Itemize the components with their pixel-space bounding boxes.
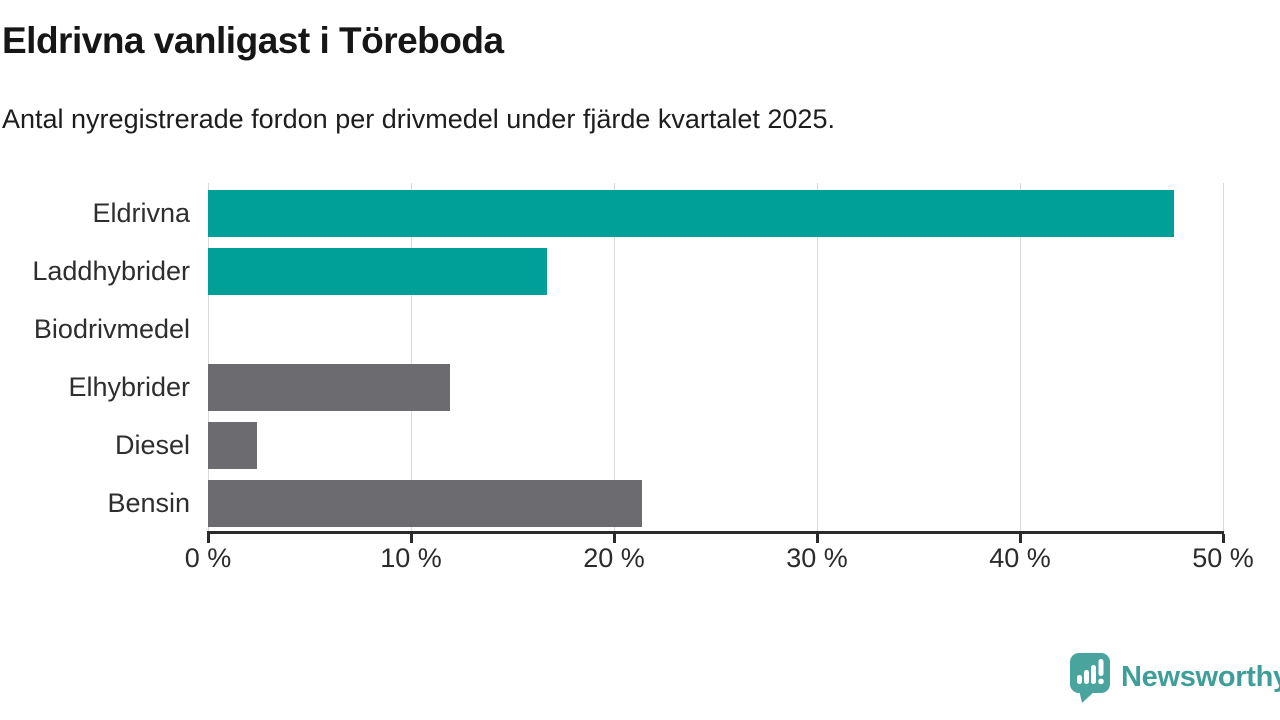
x-tick-label: 30 % — [786, 543, 848, 573]
category-label: Diesel — [114, 430, 190, 460]
bar-chart-plot-area: 0 % 10 % 20 % 30 % 40 % 50 % — [185, 183, 1254, 573]
bar — [208, 422, 257, 469]
x-tick — [206, 534, 210, 543]
x-tick — [1221, 534, 1225, 543]
page-subtitle: Antal nyregistrerade fordon per drivmede… — [2, 104, 835, 134]
category-label: Laddhybrider — [32, 256, 190, 286]
x-tick — [815, 534, 819, 543]
category-label: Eldrivna — [92, 198, 190, 228]
gridline — [613, 183, 615, 531]
category-label: Biodrivmedel — [33, 314, 190, 344]
brand-name: Newsworthy — [1121, 660, 1280, 693]
x-tick-label: 40 % — [989, 543, 1051, 573]
x-tick-label: 50 % — [1192, 543, 1254, 573]
x-tick-label: 20 % — [583, 543, 645, 573]
x-axis-line — [207, 531, 1224, 534]
gridline — [816, 183, 818, 531]
x-tick-label: 0 % — [184, 543, 232, 573]
newsworthy-logo-icon — [1070, 653, 1110, 703]
gridline — [1019, 183, 1021, 531]
x-tick — [1018, 534, 1022, 543]
x-tick-label: 10 % — [380, 543, 442, 573]
gridline — [410, 183, 412, 531]
bar — [208, 248, 547, 295]
gridline — [1222, 183, 1224, 531]
page-title: Eldrivna vanligast i Töreboda — [2, 20, 504, 61]
gridline — [207, 183, 209, 531]
bar — [208, 190, 1175, 237]
newsworthy-brand: Newsworthy — [1069, 650, 1280, 704]
category-label: Bensin — [107, 488, 190, 518]
y-axis-labels: Eldrivna Laddhybrider Biodrivmedel Elhybrid… — [0, 183, 190, 531]
bar — [208, 480, 643, 527]
x-tick — [409, 534, 413, 543]
x-tick — [612, 534, 616, 543]
bar — [208, 364, 450, 411]
category-label: Elhybrider — [68, 372, 190, 402]
